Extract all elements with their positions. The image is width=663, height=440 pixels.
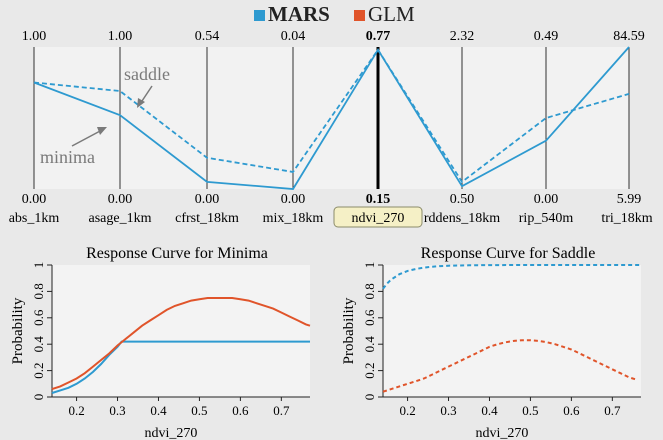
axis-top-value-abs_1km: 1.00 (22, 29, 47, 44)
legend-swatch-mars (254, 10, 265, 21)
response-curve-minima-chart: Response Curve for Minima 0 0.2 0.4 0.6 0.8 1 0… (10, 245, 311, 440)
legend-swatch-glm (354, 10, 365, 21)
axis-bottom-value-cfrst_18km: 0.00 (195, 192, 220, 207)
axis-top-value-rip_540m: 0.49 (534, 29, 559, 44)
x-tick-label-minima: 0.7 (273, 403, 290, 418)
x-tick-label-saddle: 0.5 (522, 403, 538, 418)
y-tick-label-saddle: 1 (362, 262, 377, 269)
axis-name-tri_18km: tri_18km (601, 211, 652, 226)
selected-axis-highlight[interactable] (333, 206, 423, 228)
axis-bottom-value-abs_1km: 0.00 (22, 192, 47, 207)
parallel-coordinates-plot: 1.00 0.00 abs_1km 1.00 0.00 asage_1km 0.54 0.00… (9, 29, 653, 228)
axis-bottom-value-rip_540m: 0.00 (534, 192, 559, 207)
profile-line-saddle (33, 48, 630, 184)
y-tick-label-saddle: 0.8 (362, 283, 377, 299)
axis-name-rip_540m: rip_540m (519, 211, 574, 226)
y-tick-label-saddle: 0.6 (362, 309, 377, 326)
axis-name-rddens_18km: rddens_18km (424, 211, 500, 226)
axis-bottom-value-ndvi_270: 0.15 (366, 192, 391, 207)
axis-name-ndvi_270[interactable]: ndvi_270 (352, 211, 405, 226)
axis-bottom-value-mix_18km: 0.00 (281, 192, 306, 207)
y-tick-label-minima: 0.2 (31, 362, 46, 378)
x-axis-label-saddle: ndvi_270 (476, 426, 529, 440)
y-tick-label-minima: 0.6 (31, 309, 46, 326)
x-tick-label-saddle: 0.3 (440, 403, 456, 418)
parallel-plot-background (34, 47, 629, 189)
axis-name-cfrst_18km: cfrst_18km (175, 211, 239, 226)
chart-title-minima: Response Curve for Minima (86, 245, 268, 262)
plot-area-minima (52, 265, 310, 397)
annotation-minima-arrowhead (97, 127, 107, 135)
y-tick-label-saddle: 0.4 (362, 336, 377, 353)
x-axis-label-minima: ndvi_270 (145, 426, 198, 440)
x-tick-label-saddle: 0.2 (399, 403, 415, 418)
axis-top-value-mix_18km: 0.04 (281, 29, 306, 44)
y-tick-label-minima: 0.8 (31, 283, 46, 299)
profile-line-minima (33, 46, 630, 190)
legend-label-mars: MARS (268, 2, 330, 26)
x-tick-label-minima: 0.3 (109, 403, 125, 418)
axis-bottom-value-asage_1km: 0.00 (108, 192, 133, 207)
y-tick-label-minima: 1 (31, 262, 46, 269)
axis-name-mix_18km: mix_18km (263, 211, 324, 226)
axis-top-value-asage_1km: 1.00 (108, 29, 133, 44)
annotation-minima-label: minima (40, 147, 95, 167)
annotation-saddle-arrowhead (137, 98, 145, 108)
axis-top-value-rddens_18km: 2.32 (450, 29, 475, 44)
plot-area-saddle (383, 265, 641, 397)
axis-top-value-ndvi_270: 0.77 (366, 29, 391, 44)
x-tick-label-minima: 0.6 (232, 403, 249, 418)
chart-title-saddle: Response Curve for Saddle (421, 245, 596, 262)
axis-bottom-value-rddens_18km: 0.50 (450, 192, 475, 207)
annotation-saddle-label: saddle (124, 64, 170, 84)
axis-top-value-tri_18km: 84.59 (613, 29, 645, 44)
x-tick-label-minima: 0.5 (191, 403, 207, 418)
series-line-saddle-mars (382, 264, 641, 290)
x-tick-label-saddle: 0.7 (604, 403, 621, 418)
x-tick-label-saddle: 0.6 (563, 403, 580, 418)
x-tick-label-minima: 0.4 (150, 403, 167, 418)
y-axis-label-saddle: Probability (341, 297, 357, 364)
x-tick-label-saddle: 0.4 (481, 403, 498, 418)
y-tick-label-saddle: 0.2 (362, 362, 377, 378)
x-tick-label-minima: 0.2 (68, 403, 84, 418)
y-tick-label-minima: 0.4 (31, 336, 46, 353)
axis-bottom-value-tri_18km: 5.99 (617, 192, 642, 207)
response-curve-saddle-chart: Response Curve for Saddle 0 0.2 0.4 0.6 0.8 1 0… (341, 245, 641, 440)
axis-name-abs_1km: abs_1km (9, 211, 60, 226)
series-line-minima-glm (51, 297, 311, 391)
y-tick-label-saddle: 0 (362, 394, 377, 401)
y-tick-label-minima: 0 (31, 394, 46, 401)
legend-label-glm: GLM (368, 2, 415, 26)
y-axis-label-minima: Probability (10, 297, 26, 364)
annotation-minima-arrow (71, 129, 103, 147)
axis-top-value-cfrst_18km: 0.54 (195, 29, 220, 44)
axis-name-asage_1km: asage_1km (89, 211, 152, 226)
series-line-saddle-glm (382, 339, 638, 393)
